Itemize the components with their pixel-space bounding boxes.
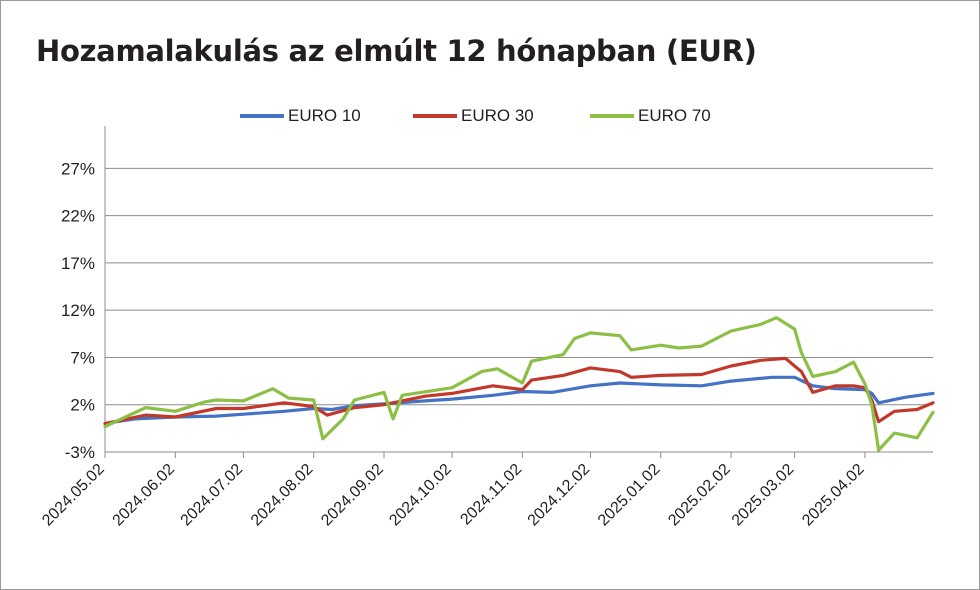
x-tick-label: 2025.04.02: [799, 461, 868, 530]
legend-item-euro-30: EURO 30: [413, 104, 534, 128]
legend-item-euro-70: EURO 70: [590, 104, 711, 128]
series-line-euro-30: [103, 356, 935, 426]
x-tick-label: 2024.09.02: [318, 461, 387, 530]
x-tick-label: 2024.05.02: [39, 461, 108, 530]
y-tick-label: 2%: [70, 396, 95, 415]
x-tick-label: 2024.10.02: [386, 461, 455, 530]
x-tick-label: 2025.02.02: [665, 461, 734, 530]
legend-label-euro-70: EURO 70: [638, 106, 711, 125]
x-tick-label: 2024.06.02: [110, 461, 179, 530]
x-tick-label: 2024.11.02: [457, 461, 525, 529]
series-line-euro-10: [103, 375, 935, 426]
chart-legend: EURO 10 EURO 30 EURO 70: [0, 104, 980, 128]
y-tick-label: -3%: [65, 443, 95, 462]
x-tick-label: 2024.12.02: [525, 461, 594, 530]
x-tick-label: 2024.07.02: [178, 461, 247, 530]
x-tick-label: 2025.01.02: [595, 461, 664, 530]
chart-title: Hozamalakulás az elmúlt 12 hónapban (EUR…: [36, 34, 757, 68]
legend-label-euro-10: EURO 10: [288, 106, 361, 125]
y-tick-label: 22%: [61, 207, 95, 226]
legend-label-euro-30: EURO 30: [461, 106, 534, 125]
y-tick-label: 12%: [61, 301, 95, 320]
x-tick-label: 2025.03.02: [729, 461, 798, 530]
y-tick-label: 17%: [61, 254, 95, 273]
y-tick-label: 7%: [70, 348, 95, 367]
y-tick-label: 27%: [61, 159, 95, 178]
series-line-euro-70: [103, 316, 935, 452]
x-tick-label: 2024.08.02: [248, 461, 317, 530]
legend-swatch-euro-70: [590, 114, 634, 118]
legend-item-euro-10: EURO 10: [240, 104, 361, 128]
legend-swatch-euro-10: [240, 114, 284, 118]
legend-swatch-euro-30: [413, 114, 457, 118]
